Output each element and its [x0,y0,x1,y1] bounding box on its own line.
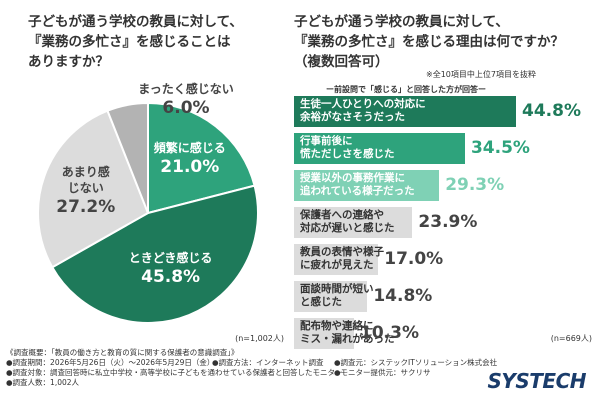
bar-row: 保護者への連絡や 対応が遅いと感じた 23.9% [294,207,594,238]
bar-row: 教員の表情や様子 に疲れが見えた 17.0% [294,244,594,275]
bar-note-caption: ー前設問で「感じる」と回答した方が回答ー [326,85,486,94]
pie-panel: 子どもが通う学校の教員に対して、 『業務の多忙さ』を感じることは ありますか？ … [6,6,290,346]
brand-text: SYSTECH [487,368,586,393]
bar-label: 面談時間が短い と感じた [300,283,374,309]
bar-label-line: 慌ただしさを感じた [300,148,395,160]
bar-value-label: 10.3% [360,323,419,343]
pie-slice-label: あまり感じない 27.2% [56,164,115,218]
bar-label-line: 教員の表情や様子 [300,246,384,258]
pie-slice-label: まったく感じない 6.0% [138,81,234,119]
footer-line: ●調査人数：1,002人 [6,378,80,387]
bar-label: 配布物や連絡に ミス・漏れがあった [300,320,395,346]
bar-label-line: 行事前後に [300,135,353,147]
pie-slice [37,109,150,269]
bar-note-top: ※全10項目中上位7項目を抜粋 [426,70,536,79]
bar [294,133,465,164]
bar-label-line: 対応が遅いと感じた [300,222,395,234]
brand-logo: SYSTECH [487,371,586,391]
title-line: 『業務の多忙さ』を感じる理由は何ですか？ [294,34,564,50]
bar-label: 行事前後に 慌ただしさを感じた [300,135,395,161]
bar-label: 授業以外の事務作業に 追われている様子だった [300,172,415,198]
pie-slice [147,101,256,215]
bar-label: 教員の表情や様子 に疲れが見えた [300,246,384,272]
bar-chart-subtitle: （複数回答可） [294,54,389,70]
bar-label-line: と感じた [300,296,342,308]
bar-label: 生徒一人ひとりへの対応に 余裕がなさそうだった [300,98,426,124]
bar-label-line: ミス・漏れがあった [300,333,395,345]
bar-label-line: 保護者への連絡や [300,209,384,221]
bar-row: 配布物や連絡に ミス・漏れがあった 10.3% [294,318,594,349]
survey-footer: 《調査概要：「教員の働き方と教育の質に関する保護者の意識調査」》 ●調査期間：2… [6,348,594,396]
pie-slice-name: ときどき感じる [128,251,213,266]
pie-slice-name: 頻繁に感じる [153,141,226,156]
bar-sample-note: (n=669人) [550,334,592,343]
bar-value-label: 44.8% [522,101,581,121]
bar-chart: 生徒一人ひとりへの対応に 余裕がなさそうだった 44.8% 行事前後に 慌ただしさを感じ… [294,96,594,349]
pie-slice-name: あまり感じない [61,165,110,196]
bar-row: 面談時間が短い と感じた 14.8% [294,281,594,312]
bar-label: 保護者への連絡や 対応が遅いと感じた [300,209,395,235]
pie-slice-value: 27.2% [56,197,116,218]
pie-slice [50,184,259,324]
bar [294,281,368,312]
title-line: 子どもが通う学校の教員に対して、 [28,14,243,30]
bar-value-label: 17.0% [384,249,444,269]
bar-label-line: 授業以外の事務作業に [300,172,405,184]
pie-chart: 頻繁に感じる 21.0% ときどき感じる 45.8% あまり感じない 27.2% まったく感… [16,82,286,338]
footer-line: ●調査期間：2026年5月26日（火）〜2026年5月29日（金） [6,358,215,367]
footer-line: ●モニター提供元：サクリサ [334,368,431,377]
bar-label-line: 追われている様子だった [300,185,415,197]
title-line: ありますか？ [28,54,109,70]
bar-chart-title: 子どもが通う学校の教員に対して、 『業務の多忙さ』を感じる理由は何ですか？ （複… [294,12,564,72]
footer-line: ●調査元：システックITソリューション株式会社 [334,358,498,367]
footer-line: ●調査方法：インターネット調査 [212,358,324,367]
bar-value-label: 14.8% [373,286,433,306]
title-line: 『業務の多忙さ』を感じることは [28,34,231,50]
bar-row: 生徒一人ひとりへの対応に 余裕がなさそうだった 44.8% [294,96,594,127]
pie-sample-note: (n=1,002人) [235,334,284,343]
pie-slice [106,101,149,214]
footer-line: ●調査対象：調査回答時に私立中学校・高等学校に子どもを通わせている保護者と回答し… [6,368,343,377]
pie-slice-label: 頻繁に感じる 21.0% [154,140,226,178]
pie-slice-name: まったく感じない [138,82,234,96]
bar-label-line: 生徒一人ひとりへの対応に [300,98,426,110]
bar-value-label: 23.9% [418,212,478,232]
bar [294,170,440,201]
bar-row: 授業以外の事務作業に 追われている様子だった 29.3% [294,170,594,201]
pie-slice-value: 6.0% [162,98,210,118]
pie-slice-label: ときどき感じる 45.8% [129,250,213,288]
bar-label-line: 余裕がなさそうだった [300,111,405,123]
bar-label-line: 配布物や連絡に [300,320,374,332]
bar [294,244,379,275]
footer-line: 《調査概要：「教員の働き方と教育の質に関する保護者の意識調査」》 [6,348,239,357]
bar [294,318,354,349]
bar [294,96,516,127]
bar-value-label: 34.5% [470,138,530,158]
pie-chart-title: 子どもが通う学校の教員に対して、 『業務の多忙さ』を感じることは ありますか？ [28,12,243,72]
pie-slice-value: 21.0% [160,157,220,178]
bar-label-line: に疲れが見えた [300,259,374,271]
bar-label-line: 面談時間が短い [300,283,374,295]
bar-value-label: 29.3% [445,175,505,195]
pie-svg [37,101,259,324]
pie-slice-value: 45.8% [141,267,201,288]
bar-panel: 子どもが通う学校の教員に対して、 『業務の多忙さ』を感じる理由は何ですか？ （複… [294,6,594,349]
title-line: 子どもが通う学校の教員に対して、 [294,14,509,30]
bar-row: 行事前後に 慌ただしさを感じた 34.5% [294,133,594,164]
bar [294,207,413,238]
